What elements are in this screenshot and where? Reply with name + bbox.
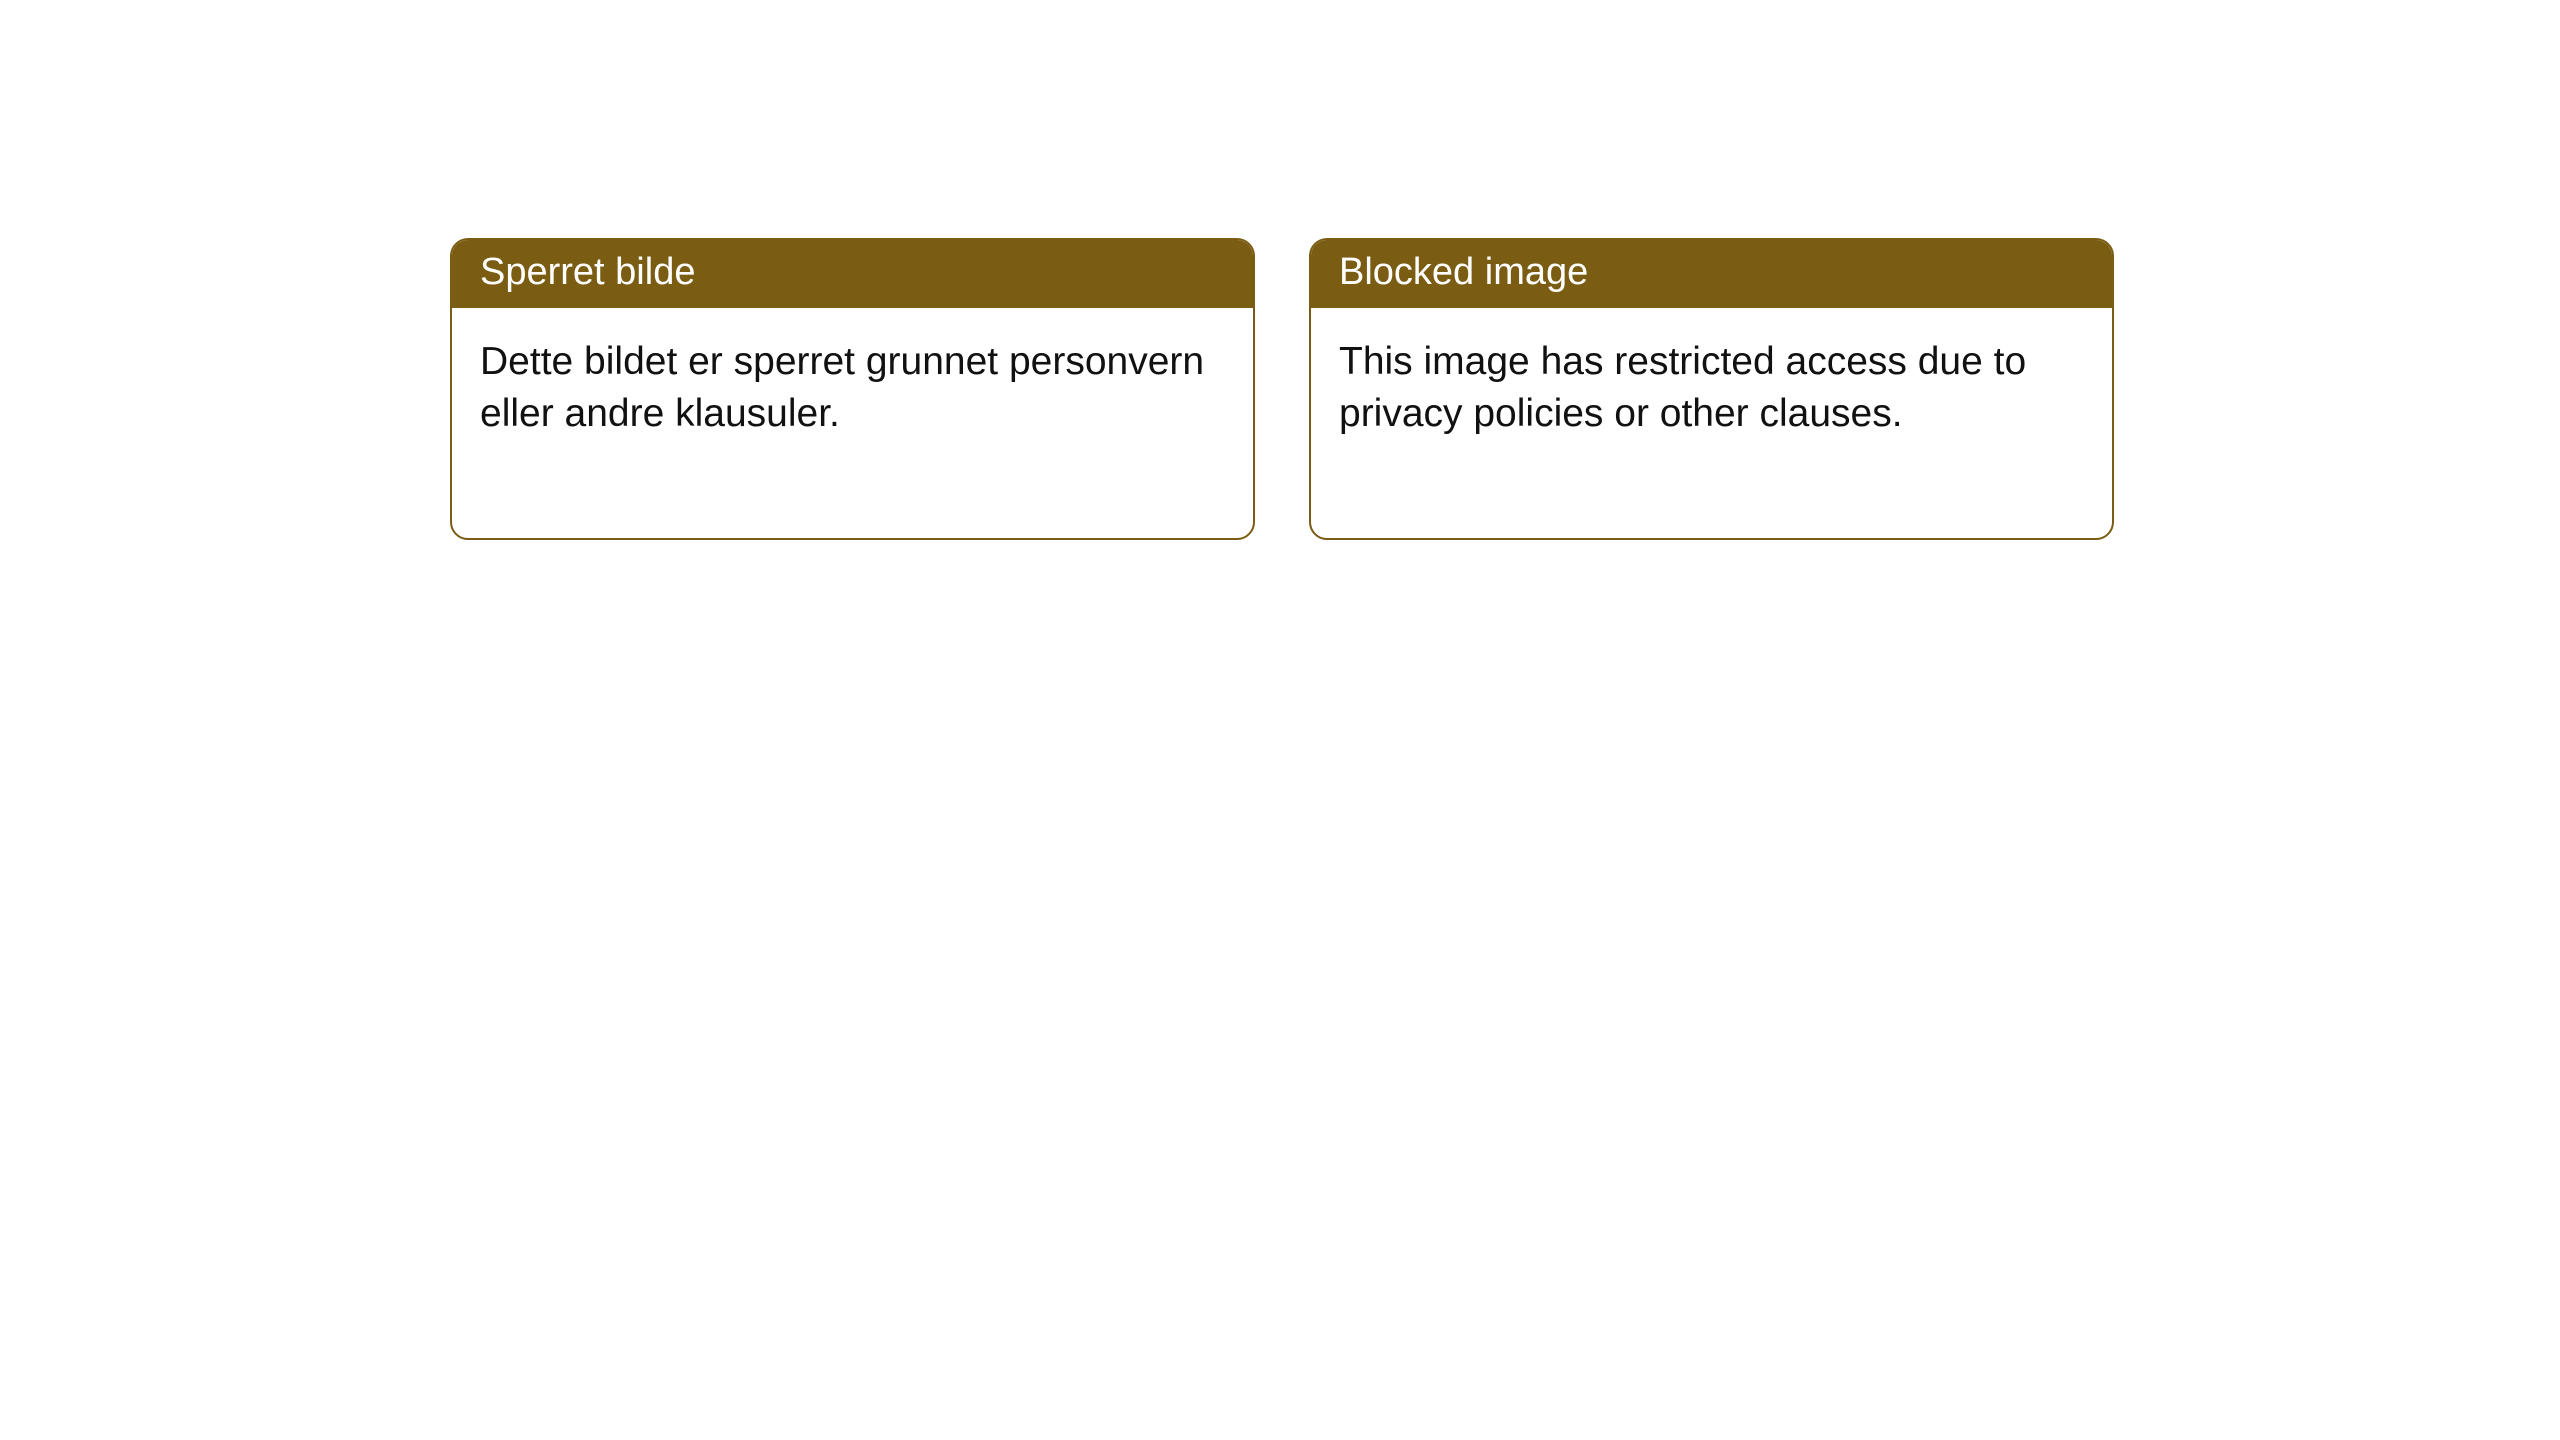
card-title: Sperret bilde: [480, 251, 695, 293]
blocked-image-card-no: Sperret bilde Dette bildet er sperret gr…: [450, 238, 1255, 540]
blocked-image-card-en: Blocked image This image has restricted …: [1309, 238, 2114, 540]
notice-container: Sperret bilde Dette bildet er sperret gr…: [450, 238, 2114, 540]
card-header: Blocked image: [1311, 240, 2112, 308]
card-text: Dette bildet er sperret grunnet personve…: [480, 336, 1225, 441]
card-body: Dette bildet er sperret grunnet personve…: [452, 308, 1253, 538]
card-title: Blocked image: [1339, 251, 1588, 293]
card-text: This image has restricted access due to …: [1339, 336, 2084, 441]
card-header: Sperret bilde: [452, 240, 1253, 308]
card-body: This image has restricted access due to …: [1311, 308, 2112, 538]
